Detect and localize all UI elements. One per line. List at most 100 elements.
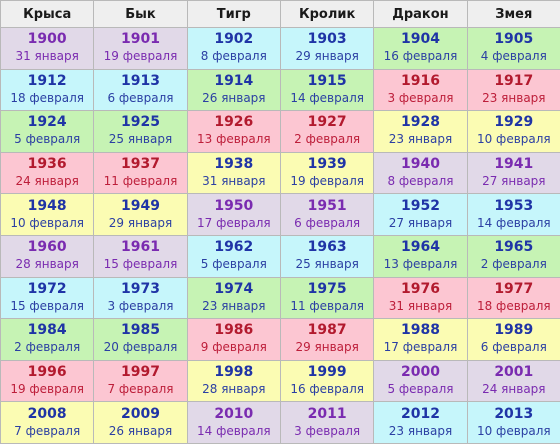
year-cell: 1916 3 февраля [373,68,468,112]
new-year-date: 17 февраля [383,340,458,355]
new-year-date: 26 января [202,90,266,105]
new-year-date: 25 января [108,132,173,147]
year-value: 1961 [121,239,160,256]
new-year-date: 18 февраля [10,90,84,105]
new-year-date: 14 февраля [196,423,271,438]
year-cell: 1941 27 января [466,151,560,195]
new-year-date: 18 февраля [476,298,551,313]
new-year-date: 29 января [108,215,173,230]
new-year-date: 25 января [295,257,359,272]
year-value: 1985 [121,322,160,339]
year-value: 2000 [400,364,440,381]
year-cell: 1937 11 февраля [93,151,188,195]
year-cell: 1996 19 февраля [0,359,95,403]
new-year-date: 14 февраля [290,90,364,105]
new-year-date: 26 января [108,423,173,438]
year-value: 1975 [307,280,347,297]
column-header-snake: Змея [466,0,560,28]
year-cell: 1914 26 января [186,68,281,112]
new-year-date: 5 февраля [387,382,454,397]
year-cell: 1928 23 января [373,110,468,153]
table-row: 2008 7 февраля 2009 26 января 2010 14 февраля… [0,401,560,444]
column-header-tiger: Тигр [186,0,281,28]
table-body: 1900 31 января 1901 19 февраля 1902 8 февраля… [0,27,560,444]
year-cell: 1988 17 февраля [373,318,468,361]
year-cell: 1961 15 февраля [93,234,188,278]
year-value: 2008 [27,405,67,422]
year-value: 2009 [121,405,160,422]
new-year-date: 24 января [15,174,79,189]
year-cell: 1951 6 февраля [279,193,375,236]
year-value: 1936 [27,156,67,173]
year-value: 1953 [494,197,534,214]
year-value: 1973 [121,280,160,297]
year-value: 1952 [400,197,440,214]
new-year-date: 2 февраля [294,132,361,147]
year-cell: 1912 18 февраля [0,68,95,112]
year-cell: 1924 5 февраля [0,110,95,153]
new-year-date: 27 января [388,215,453,230]
new-year-date: 31 января [388,298,453,313]
year-value: 1949 [121,197,160,214]
year-value: 1989 [494,322,534,339]
new-year-date: 28 января [202,382,266,397]
year-value: 1928 [400,114,440,131]
year-value: 1974 [214,280,254,297]
year-value: 2001 [494,364,534,381]
year-cell: 1974 23 января [186,276,281,320]
year-cell: 1962 5 февраля [186,234,281,278]
new-year-date: 23 января [388,423,453,438]
table-row: 1948 10 февраля 1949 29 января 1950 17 феврал… [0,193,560,236]
year-cell: 1949 29 января [93,193,188,236]
year-cell: 1997 7 февраля [93,359,188,403]
new-year-date: 14 февраля [476,215,551,230]
year-cell: 1985 20 февраля [93,318,188,361]
year-value: 1927 [307,114,347,131]
year-value: 1951 [307,197,347,214]
year-value: 2010 [214,405,254,422]
year-value: 1962 [214,239,254,256]
year-cell: 1975 11 февраля [279,276,375,320]
year-value: 1997 [121,364,160,381]
year-value: 1950 [214,197,254,214]
year-cell: 2008 7 февраля [0,401,95,444]
year-value: 1914 [214,72,254,89]
column-header-rat: Крыса [0,0,95,28]
year-value: 1972 [27,280,67,297]
year-value: 1924 [27,114,67,131]
new-year-date: 2 февраля [14,340,81,355]
year-cell: 1965 2 февраля [466,234,560,278]
year-cell: 1952 27 января [373,193,468,236]
header-row: Крыса Бык Тигр Кролик Дракон Змея [0,0,560,28]
column-header-dragon: Дракон [373,0,468,28]
new-year-date: 29 января [295,49,359,64]
table-row: 1936 24 января 1937 11 февраля 1938 31 января… [0,151,560,195]
year-value: 1965 [494,239,534,256]
year-cell: 1948 10 февраля [0,193,95,236]
year-cell: 1998 28 января [186,359,281,403]
new-year-date: 23 января [388,132,453,147]
new-year-date: 19 февраля [10,382,84,397]
new-year-date: 17 февраля [196,215,271,230]
year-value: 2013 [494,405,534,422]
column-header-rabbit: Кролик [279,0,375,28]
new-year-date: 16 февраля [383,49,458,64]
new-year-date: 13 февраля [196,132,271,147]
year-value: 1939 [307,156,347,173]
year-value: 1904 [400,31,440,48]
year-value: 1902 [214,31,254,48]
year-cell: 2013 10 февраля [466,401,560,444]
year-value: 1905 [494,31,534,48]
year-value: 1963 [307,239,347,256]
year-cell: 1987 29 января [279,318,375,361]
new-year-date: 6 февраля [480,340,547,355]
table-row: 1912 18 февраля 1913 6 февраля 1914 26 января… [0,68,560,112]
new-year-date: 31 января [15,49,79,64]
year-cell: 1976 31 января [373,276,468,320]
year-cell: 2001 24 января [466,359,560,403]
new-year-date: 16 февраля [290,382,364,397]
new-year-date: 8 февраля [387,174,454,189]
year-cell: 1964 13 февраля [373,234,468,278]
new-year-date: 23 января [202,298,266,313]
year-cell: 2011 3 февраля [279,401,375,444]
